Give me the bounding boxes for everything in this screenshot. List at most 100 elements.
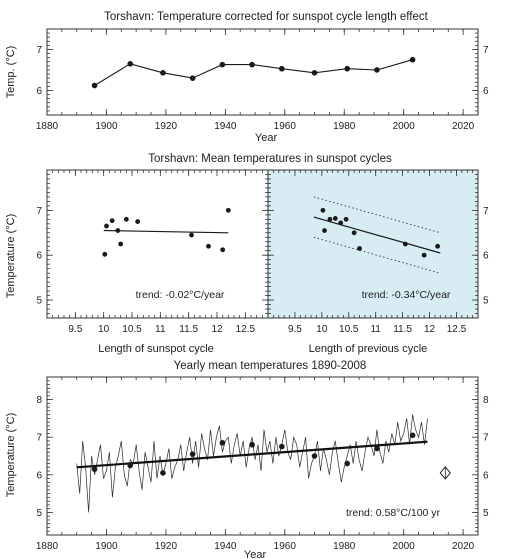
chart3-point-9 — [421, 252, 427, 258]
chart1-xtick-label-6: 2000 — [393, 121, 416, 132]
chart1-xtick-label-7: 2020 — [452, 121, 475, 132]
chart1-ytick-label-right-0: 6 — [483, 86, 489, 97]
chart2-title: Torshavn: Mean temperatures in sunspot c… — [148, 153, 392, 165]
chart4-ytick-label-2: 7 — [36, 433, 42, 444]
chart3-point-2 — [327, 216, 333, 222]
chart2-xtick-label-3: 11 — [155, 324, 166, 335]
chart1-title: Torshavn: Temperature corrected for suns… — [104, 11, 428, 23]
chart4-cycle-point-4 — [219, 440, 226, 446]
chart3-trend-annotation: trend: -0.34°C/year — [362, 289, 451, 301]
chart1-y-axis-label: Temp. (°C) — [5, 46, 17, 99]
chart1-point-3 — [189, 75, 196, 81]
chart2-ytick-label-0: 5 — [36, 296, 42, 307]
chart3-point-4 — [338, 220, 344, 226]
chart4-cycle-point-10 — [409, 432, 416, 439]
chart4-xtick-label-4: 1960 — [274, 541, 297, 552]
chart2-point-7 — [189, 232, 194, 238]
chart4-xtick-label-7: 2020 — [452, 541, 475, 552]
chart4-xtick-label-5: 1980 — [333, 541, 356, 552]
chart2-xtick-label-4: 11.5 — [179, 324, 198, 335]
chart2-xtick-label-1: 10 — [98, 324, 110, 335]
chart2-point-1 — [104, 223, 109, 229]
chart4-ytick-label-1: 6 — [36, 470, 42, 481]
chart3-point-8 — [402, 241, 408, 247]
chart2-point-0 — [102, 251, 108, 257]
chart4-cycle-point-8 — [344, 460, 351, 467]
chart1-xtick-label-1: 1900 — [95, 121, 118, 132]
chart1-point-7 — [311, 70, 318, 76]
chart2-point-5 — [123, 216, 129, 222]
chart3-frame — [267, 169, 479, 319]
chart4-y-axis-label: Temperature (°C) — [5, 413, 17, 497]
chart3-ytick-label-right-1: 6 — [483, 251, 489, 262]
chart4-xtick-label-6: 2000 — [393, 541, 416, 552]
chart2-x-axis-label: Length of sunspot cycle — [98, 343, 214, 355]
chart2-point-2 — [109, 218, 115, 224]
chart2-point-9 — [220, 247, 226, 253]
chart3-xtick-label-6: 12.5 — [447, 324, 467, 335]
chart3-xtick-label-4: 11.5 — [393, 324, 412, 335]
chart3-ytick-label-right-0: 5 — [483, 296, 489, 307]
chart1-point-5 — [249, 61, 255, 68]
chart3-x-axis-label: Length of previous cycle — [309, 343, 428, 355]
chart4-cycle-point-9 — [374, 445, 380, 452]
chart4-trend-annotation: trend: 0.58°C/100 yr — [346, 507, 441, 519]
chart4-title: Yearly mean temperatures 1890-2008 — [174, 360, 367, 372]
chart1-xtick-label-0: 1880 — [36, 121, 59, 132]
chart2-xtick-label-2: 10.5 — [122, 324, 142, 335]
chart4-cycle-point-7 — [311, 453, 318, 459]
chart2-point-3 — [115, 228, 121, 233]
chart2-point-8 — [206, 243, 211, 249]
chart1-point-9 — [374, 67, 380, 73]
chart3-xtick-label-3: 11 — [370, 324, 381, 335]
chart1-xtick-label-2: 1920 — [155, 121, 178, 132]
chart1-xtick-label-3: 1940 — [214, 121, 237, 132]
chart4-trend-line — [76, 440, 428, 469]
chart4-cycle-point-6 — [279, 443, 285, 450]
chart3-trend-line — [313, 216, 441, 254]
chart2-xtick-label-0: 9.5 — [68, 324, 82, 335]
chart2-xtick-label-6: 12.5 — [236, 324, 256, 335]
chart4-xtick-label-2: 1920 — [155, 541, 178, 552]
chart4-cycle-point-2 — [160, 470, 166, 476]
chart4-xtick-label-0: 1880 — [36, 541, 59, 552]
chart4-xtick-label-3: 1940 — [214, 541, 237, 552]
chart3-plot-area: 9.5 10 10.5 11 11.5 12 12.5 5 6 7 — [267, 169, 489, 335]
chart3-xtick-label-5: 12 — [424, 324, 436, 335]
chart4-yearly-line — [76, 414, 428, 513]
chart3-xtick-label-2: 10.5 — [339, 324, 359, 335]
chart1-plot-area: 1880 1900 1920 1940 1960 1980 2000 2020 6 6 7 7 — [36, 28, 489, 132]
chart4-plot-area: 1880 1900 1920 1940 1960 1980 2000 2020 5 5 6 6 7 7 8 8 — [36, 376, 489, 552]
chart2-ytick-label-1: 6 — [36, 251, 42, 262]
chart1-ytick-label-1: 7 — [36, 45, 42, 56]
chart2-xtick-label-5: 12 — [211, 324, 223, 335]
chart2-point-10 — [225, 207, 231, 213]
chart1-xtick-label-4: 1960 — [274, 121, 297, 132]
chart4-cycle-point-1 — [127, 462, 134, 469]
chart1-point-4 — [219, 61, 226, 68]
chart1-point-8 — [344, 65, 351, 72]
chart2-plot-area: 9.5 10 10.5 11 11.5 12 12.5 5 6 7 — [36, 169, 269, 335]
chart3-point-10 — [435, 243, 441, 249]
chart1-frame — [46, 28, 479, 116]
chart4-x-axis-label: Year — [244, 549, 267, 559]
chart2-trend-line — [103, 229, 229, 234]
chart4-cycle-point-3 — [189, 451, 196, 457]
chart2-y-axis-label: Temperature (°C) — [5, 214, 17, 298]
chart3-xtick-label-0: 9.5 — [288, 324, 302, 335]
chart4-ytick-label-0: 5 — [36, 508, 42, 519]
chart1-ytick-label-0: 6 — [36, 86, 42, 97]
chart4-ytick-label-right-3: 8 — [483, 395, 489, 406]
chart4-cycle-point-5 — [249, 441, 255, 448]
chart1-xtick-label-5: 1980 — [333, 121, 356, 132]
chart3-point-1 — [322, 228, 327, 233]
chart1-point-0 — [91, 82, 98, 89]
chart2-point-4 — [118, 241, 124, 247]
chart3-xtick-label-1: 10 — [316, 324, 328, 335]
chart2-trend-annotation: trend: -0.02°C/year — [136, 289, 225, 301]
chart3-point-0 — [320, 207, 326, 213]
chart4-xtick-label-1: 1900 — [95, 541, 118, 552]
chart1-x-axis-label: Year — [255, 132, 278, 144]
chart4-cycle-point-0 — [91, 466, 98, 472]
